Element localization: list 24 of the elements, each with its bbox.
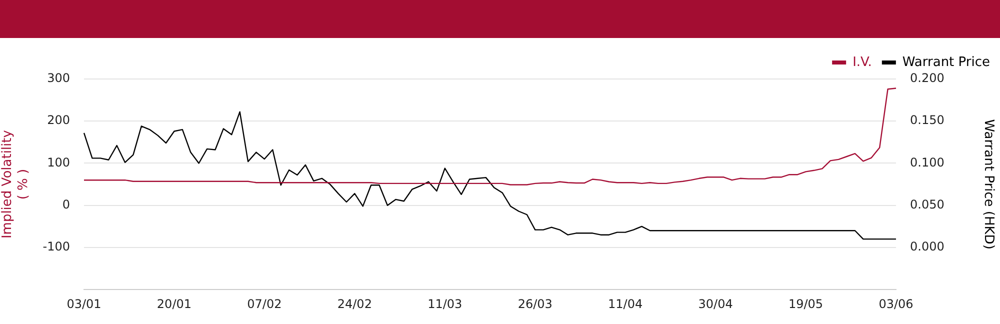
y2-tick-label: 0.000 — [910, 240, 944, 254]
x-tick-label: 11/04 — [608, 296, 643, 311]
x-tick-label: 24/02 — [337, 296, 372, 311]
x-tick-label: 03/01 — [66, 296, 102, 311]
x-tick-label: 11/03 — [428, 296, 462, 311]
x-tick-label: 26/03 — [518, 296, 552, 311]
legend-label: Warrant Price — [902, 54, 990, 70]
x-tick-label: 07/02 — [247, 296, 282, 311]
x-tick-label: 19/05 — [788, 296, 824, 311]
y-tick-label: -100 — [42, 240, 70, 254]
legend-label: I.V. — [852, 54, 872, 70]
y-tick-label: 0 — [62, 197, 70, 212]
y2-tick-label: 0.200 — [910, 71, 944, 86]
y-tick-label: 300 — [47, 71, 70, 86]
x-tick-label: 20/01 — [156, 296, 192, 311]
y-axis-title: Implied Volatility ( % ) — [0, 130, 31, 239]
y2-tick-label: 0.050 — [910, 197, 944, 212]
x-tick-label: 03/06 — [878, 296, 914, 311]
y2-tick-label: 0.150 — [910, 113, 944, 128]
y2-axis-title: Warrant Price (HKD) — [980, 119, 996, 250]
y-tick-label: 200 — [47, 113, 70, 128]
y-tick-label: 100 — [47, 155, 70, 170]
y2-tick-label: 0.100 — [910, 155, 944, 170]
x-tick-label: 30/04 — [698, 296, 733, 311]
